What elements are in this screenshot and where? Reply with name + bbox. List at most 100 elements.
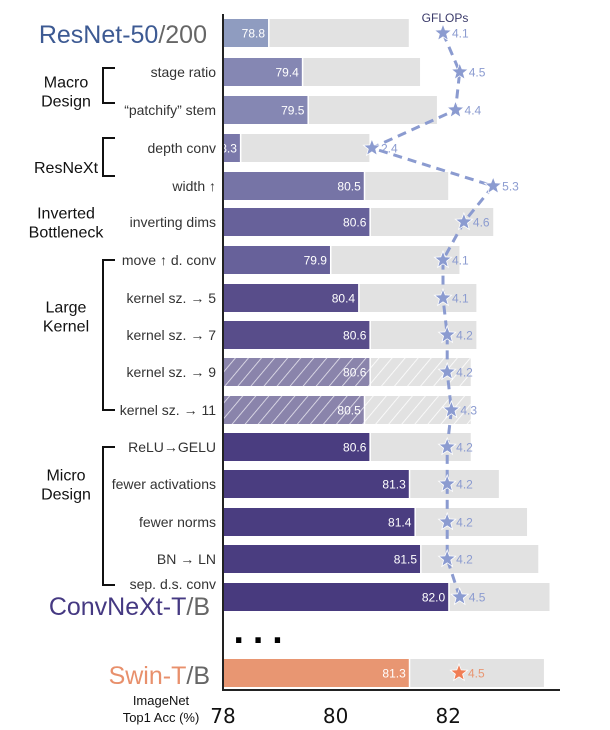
gflops-star-marker xyxy=(449,662,469,682)
gflops-star-marker xyxy=(433,287,453,307)
convnext-model-name: ConvNeXt-T xyxy=(49,593,187,621)
tiny-model-bar xyxy=(224,508,415,536)
tiny-model-bar xyxy=(224,96,308,124)
gflops-star-marker xyxy=(450,586,470,606)
row-label: fewer activations xyxy=(112,476,216,492)
bar-value-label: 79.5 xyxy=(281,104,305,118)
base-model-bar xyxy=(370,358,471,386)
gflops-title: GFLOPs xyxy=(422,11,469,25)
gflops-star-marker xyxy=(454,211,474,231)
row-label: depth conv xyxy=(148,140,217,156)
gflops-value-label: 4.1 xyxy=(452,254,469,268)
gflops-value-label: 4.4 xyxy=(465,104,482,118)
x-tick-label: 82 xyxy=(435,704,460,728)
group-label: Micro xyxy=(46,468,85,485)
gflops-star-marker xyxy=(441,399,461,419)
gflops-value-label: 4.5 xyxy=(468,667,485,681)
gflops-star-marker xyxy=(433,22,453,42)
base-model-bar xyxy=(370,321,477,349)
gflops-star-marker xyxy=(437,511,457,531)
swin-tiny-bar xyxy=(224,659,409,687)
gflops-star-marker xyxy=(437,473,457,493)
gflops-value-label: 4.2 xyxy=(456,329,473,343)
base-model-bar xyxy=(359,284,477,312)
swin-model-sep: / xyxy=(186,662,193,690)
gflops-value-label: 4.1 xyxy=(452,292,469,306)
row-labels-layer: stage ratio “patchify” stem depth conv widt… xyxy=(112,64,216,592)
group-bracket xyxy=(102,137,115,177)
gflops-value-label: 4.2 xyxy=(456,441,473,455)
bars-layer: 78.8 79.4 79.5 78.3 80.5 80.6 79.9 80.4 80.6 80.6… xyxy=(214,19,550,687)
x-ticks-layer: 78 80 82 xyxy=(210,704,461,728)
convnext-model-sep: / xyxy=(186,593,193,621)
gflops-value-label: 4.5 xyxy=(469,591,486,605)
bar-value-label: 80.6 xyxy=(343,216,367,230)
base-model-bar xyxy=(415,508,528,536)
row-label: kernel sz. → 5 xyxy=(127,290,217,306)
gflops-star-marker xyxy=(445,99,466,119)
bar-value-label: 78.3 xyxy=(214,142,238,156)
resnet-model-sep: / xyxy=(158,21,165,49)
gflops-value-label: 4.1 xyxy=(452,27,469,41)
gflops-value-label: 4.2 xyxy=(456,366,473,380)
gflops-value-label: 4.5 xyxy=(469,66,486,80)
row-label: inverting dims xyxy=(130,214,216,230)
tiny-model-bar xyxy=(224,583,449,611)
bar-value-label: 80.5 xyxy=(337,180,361,194)
gflops-value-label: 4.2 xyxy=(456,516,473,530)
base-model-bar xyxy=(308,96,437,124)
group-label: Design xyxy=(41,487,91,504)
gflops-star-marker xyxy=(437,548,457,568)
row-label: fewer norms xyxy=(139,514,216,530)
base-model-bar xyxy=(269,19,409,47)
gflops-star-marker xyxy=(433,249,453,269)
gflops-star-marker xyxy=(437,436,457,456)
gflops-star-marker xyxy=(450,61,470,81)
ellipsis-marker: ... xyxy=(233,616,291,651)
tiny-model-bar xyxy=(224,172,364,200)
tiny-model-bar xyxy=(224,396,364,424)
gflops-value-label: 4.3 xyxy=(460,404,477,418)
bar-value-label: 80.6 xyxy=(343,441,367,455)
group-label: Bottleneck xyxy=(29,225,105,242)
row-label: kernel sz. → 7 xyxy=(127,327,217,343)
flops-layer: 4.1 4.5 4.4 2.4 5.3 4.6 4.1 4.1 4.2 4.2 4.3 4.2 4.2 4… xyxy=(362,22,519,682)
bar-value-label: 81.3 xyxy=(382,667,406,681)
row-label: stage ratio xyxy=(151,64,217,80)
swin-model-label: Swin-T/B xyxy=(109,662,210,690)
resnet-model-big: 200 xyxy=(165,21,207,49)
bar-value-label: 79.4 xyxy=(275,66,299,80)
bar-value-label: 81.5 xyxy=(394,553,418,567)
x-axis-title-line1: ImageNet xyxy=(133,693,190,708)
gflops-line xyxy=(367,32,496,598)
base-model-bar xyxy=(370,433,471,461)
tiny-model-bar xyxy=(224,246,330,274)
bar-value-label: 81.3 xyxy=(382,478,406,492)
row-label: kernel sz. → 9 xyxy=(127,364,217,380)
bar-value-label: 78.8 xyxy=(242,27,266,41)
row-label: sep. d.s. conv xyxy=(130,576,216,592)
row-label: “patchify” stem xyxy=(124,102,216,118)
group-label: Inverted xyxy=(37,206,95,223)
swin-model-big: B xyxy=(193,662,210,690)
group-label: Kernel xyxy=(43,319,89,336)
base-model-bar xyxy=(365,172,449,200)
bar-value-label: 80.6 xyxy=(343,329,367,343)
tiny-model-bar xyxy=(224,545,421,573)
gflops-star-marker xyxy=(483,175,503,195)
bar-value-label: 81.4 xyxy=(388,516,412,530)
x-tick-label: 80 xyxy=(323,704,348,728)
gflops-value-label: 4.6 xyxy=(473,216,490,230)
tiny-model-bar xyxy=(224,470,409,498)
gflops-star-marker xyxy=(437,361,457,381)
resnet-model-name: ResNet-50 xyxy=(39,21,159,49)
group-label: Macro xyxy=(44,75,89,92)
tiny-model-bar xyxy=(224,208,370,236)
bar-value-label: 80.5 xyxy=(337,404,361,418)
swin-model-name: Swin-T xyxy=(109,662,187,690)
group-bracket xyxy=(102,446,115,586)
row-label: ReLU→GELU xyxy=(128,439,216,455)
x-tick-label: 78 xyxy=(210,704,235,728)
gflops-star-marker xyxy=(362,137,382,157)
